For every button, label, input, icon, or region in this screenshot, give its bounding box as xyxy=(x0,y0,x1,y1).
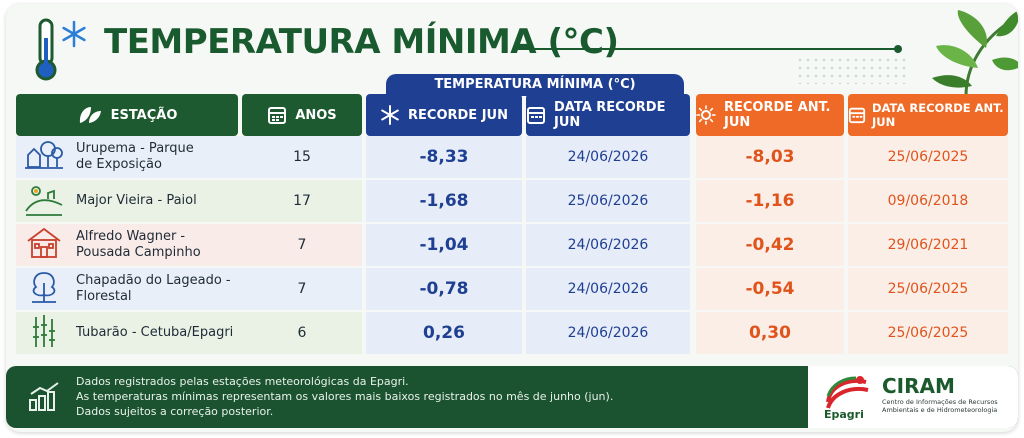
table-row: Chapadão do Lageado - Florestal 7 -0,78 24/0… xyxy=(16,268,1008,310)
station-cell: Tubarão - Cetuba/Epagri xyxy=(16,312,362,354)
column-header-prev-date-label: DATA RECORDE ANT. JUN xyxy=(872,101,1004,129)
station-name-line-1: Tubarão - Cetuba/Epagri xyxy=(76,325,234,340)
ciram-logo-text: CIRAM xyxy=(882,374,955,398)
infographic-card: TEMPERATURA MÍNIMA (°C) TEMPERATURA MÍNI… xyxy=(6,4,1018,432)
prev-record-cell: 0,30 xyxy=(696,312,844,354)
station-name-line-1: Urupema - Parque xyxy=(76,141,194,156)
logo-area: Epagri CIRAM Centro de Informações de Re… xyxy=(808,366,1018,428)
station-name-line-1: Chapadão do Lageado - xyxy=(76,273,231,288)
record-cell: -1,04 xyxy=(366,224,522,266)
epagri-logo xyxy=(826,376,869,409)
years-cell: 7 xyxy=(297,237,307,253)
epagri-logo-text: Epagri xyxy=(824,408,864,421)
calendar-icon xyxy=(848,107,866,124)
footer-note-2: As temperaturas mínimas representam os v… xyxy=(76,390,614,403)
years-cell: 7 xyxy=(297,281,307,297)
station-name: Urupema - Parque de Exposição xyxy=(76,141,194,173)
footer: Dados registrados pelas estações meteoro… xyxy=(6,366,1018,428)
column-header-prev-record-label: RECORDE ANT. JUN xyxy=(724,100,831,130)
record-date-cell: 24/06/2026 xyxy=(526,312,690,354)
station-name: Chapadão do Lageado - Florestal xyxy=(76,273,231,305)
record-date-cell: 24/06/2026 xyxy=(526,136,690,178)
table-row: Tubarão - Cetuba/Epagri 6 0,26 24/06/2026 0,… xyxy=(16,312,1008,354)
title-divider xyxy=(516,45,902,53)
column-header-prev-date: DATA RECORDE ANT. JUN xyxy=(848,94,1008,136)
station-name-line-2: Florestal xyxy=(76,289,132,304)
station-cell: Chapadão do Lageado - Florestal xyxy=(16,268,362,310)
column-header-record-date: DATA RECORDE JUN xyxy=(526,94,690,136)
years-cell: 6 xyxy=(297,325,307,341)
bamboo-icon xyxy=(24,313,64,353)
bar-chart-icon xyxy=(29,382,59,411)
tree-icon xyxy=(24,269,64,309)
calendar-icon xyxy=(268,107,287,124)
station-cell: Alfredo Wagner - Pousada Campinho xyxy=(16,224,362,266)
prev-record-cell: -0,42 xyxy=(696,224,844,266)
footer-note-3: Dados sujeitos a correção posterior. xyxy=(76,405,274,418)
prev-date-cell: 25/06/2025 xyxy=(848,136,1008,178)
column-header-record-jun-label: RECORDE JUN xyxy=(408,107,508,123)
station-name: Major Vieira - Paiol xyxy=(76,193,197,209)
station-name-line-1: Major Vieira - Paiol xyxy=(76,193,197,208)
leaves-icon xyxy=(932,10,1018,97)
station-name: Tubarão - Cetuba/Epagri xyxy=(76,325,233,341)
years-cell: 17 xyxy=(293,193,311,209)
page-title: TEMPERATURA MÍNIMA (°C) xyxy=(104,22,619,62)
column-header-years: ANOS xyxy=(242,94,362,136)
prev-date-cell: 25/06/2025 xyxy=(848,268,1008,310)
column-header-record-date-label: DATA RECORDE JUN xyxy=(554,100,666,130)
prev-date-cell: 29/06/2021 xyxy=(848,224,1008,266)
years-cell: 15 xyxy=(293,149,311,165)
record-date-cell: 24/06/2026 xyxy=(526,268,690,310)
prev-record-cell: -1,16 xyxy=(696,180,844,222)
footer-note-1: Dados registrados pelas estações meteoro… xyxy=(76,375,409,388)
forest-house-icon xyxy=(24,137,64,177)
leaf-icon xyxy=(79,107,101,123)
prev-date-cell: 09/06/2018 xyxy=(848,180,1008,222)
record-cell: -8,33 xyxy=(366,136,522,178)
table-header: ESTAÇÃO ANOS RECORDE JUN xyxy=(16,94,1008,136)
station-name-line-1: Alfredo Wagner - xyxy=(76,229,186,244)
calendar-icon xyxy=(527,107,545,124)
temperature-group-banner: TEMPERATURA MÍNIMA (°C) xyxy=(386,74,684,96)
ciram-subtitle: Centro de Informações de Recursos Ambien… xyxy=(882,398,1012,414)
prev-date-cell: 25/06/2025 xyxy=(848,312,1008,354)
column-header-prev-record: RECORDE ANT. JUN xyxy=(696,94,844,136)
table-row: Alfredo Wagner - Pousada Campinho 7 -1,04 24… xyxy=(16,224,1008,266)
column-header-station: ESTAÇÃO xyxy=(16,94,238,136)
column-header-years-label: ANOS xyxy=(295,107,337,123)
sun-icon xyxy=(696,105,716,125)
prev-record-cell: -8,03 xyxy=(696,136,844,178)
station-name-line-2: Pousada Campinho xyxy=(76,245,201,260)
column-header-station-label: ESTAÇÃO xyxy=(110,107,178,123)
ciram-subtitle-line-1: Centro de Informações de Recursos xyxy=(882,398,998,406)
record-cell: 0,26 xyxy=(366,312,522,354)
column-header-record-jun: RECORDE JUN xyxy=(366,94,522,136)
footer-notes: Dados registrados pelas estações meteoro… xyxy=(76,374,613,419)
decorative-dots xyxy=(796,56,906,84)
station-name-line-2: de Exposição xyxy=(76,157,162,172)
house-icon xyxy=(24,225,64,265)
ciram-subtitle-line-2: Ambientais e de Hidrometeorologia xyxy=(882,406,998,414)
table-row: Urupema - Parque de Exposição 15 -8,33 24/06… xyxy=(16,136,1008,178)
record-date-cell: 24/06/2026 xyxy=(526,224,690,266)
station-cell: Major Vieira - Paiol xyxy=(16,180,362,222)
hill-sun-icon xyxy=(24,181,64,221)
record-cell: -0,78 xyxy=(366,268,522,310)
station-name: Alfredo Wagner - Pousada Campinho xyxy=(76,229,201,261)
record-date-cell: 25/06/2026 xyxy=(526,180,690,222)
station-cell: Urupema - Parque de Exposição xyxy=(16,136,362,178)
thermometer-snowflake-icon xyxy=(35,18,86,81)
snowflake-icon xyxy=(381,105,399,125)
table-row: Major Vieira - Paiol 17 -1,68 25/06/2026 -1,… xyxy=(16,180,1008,222)
record-cell: -1,68 xyxy=(366,180,522,222)
prev-record-cell: -0,54 xyxy=(696,268,844,310)
